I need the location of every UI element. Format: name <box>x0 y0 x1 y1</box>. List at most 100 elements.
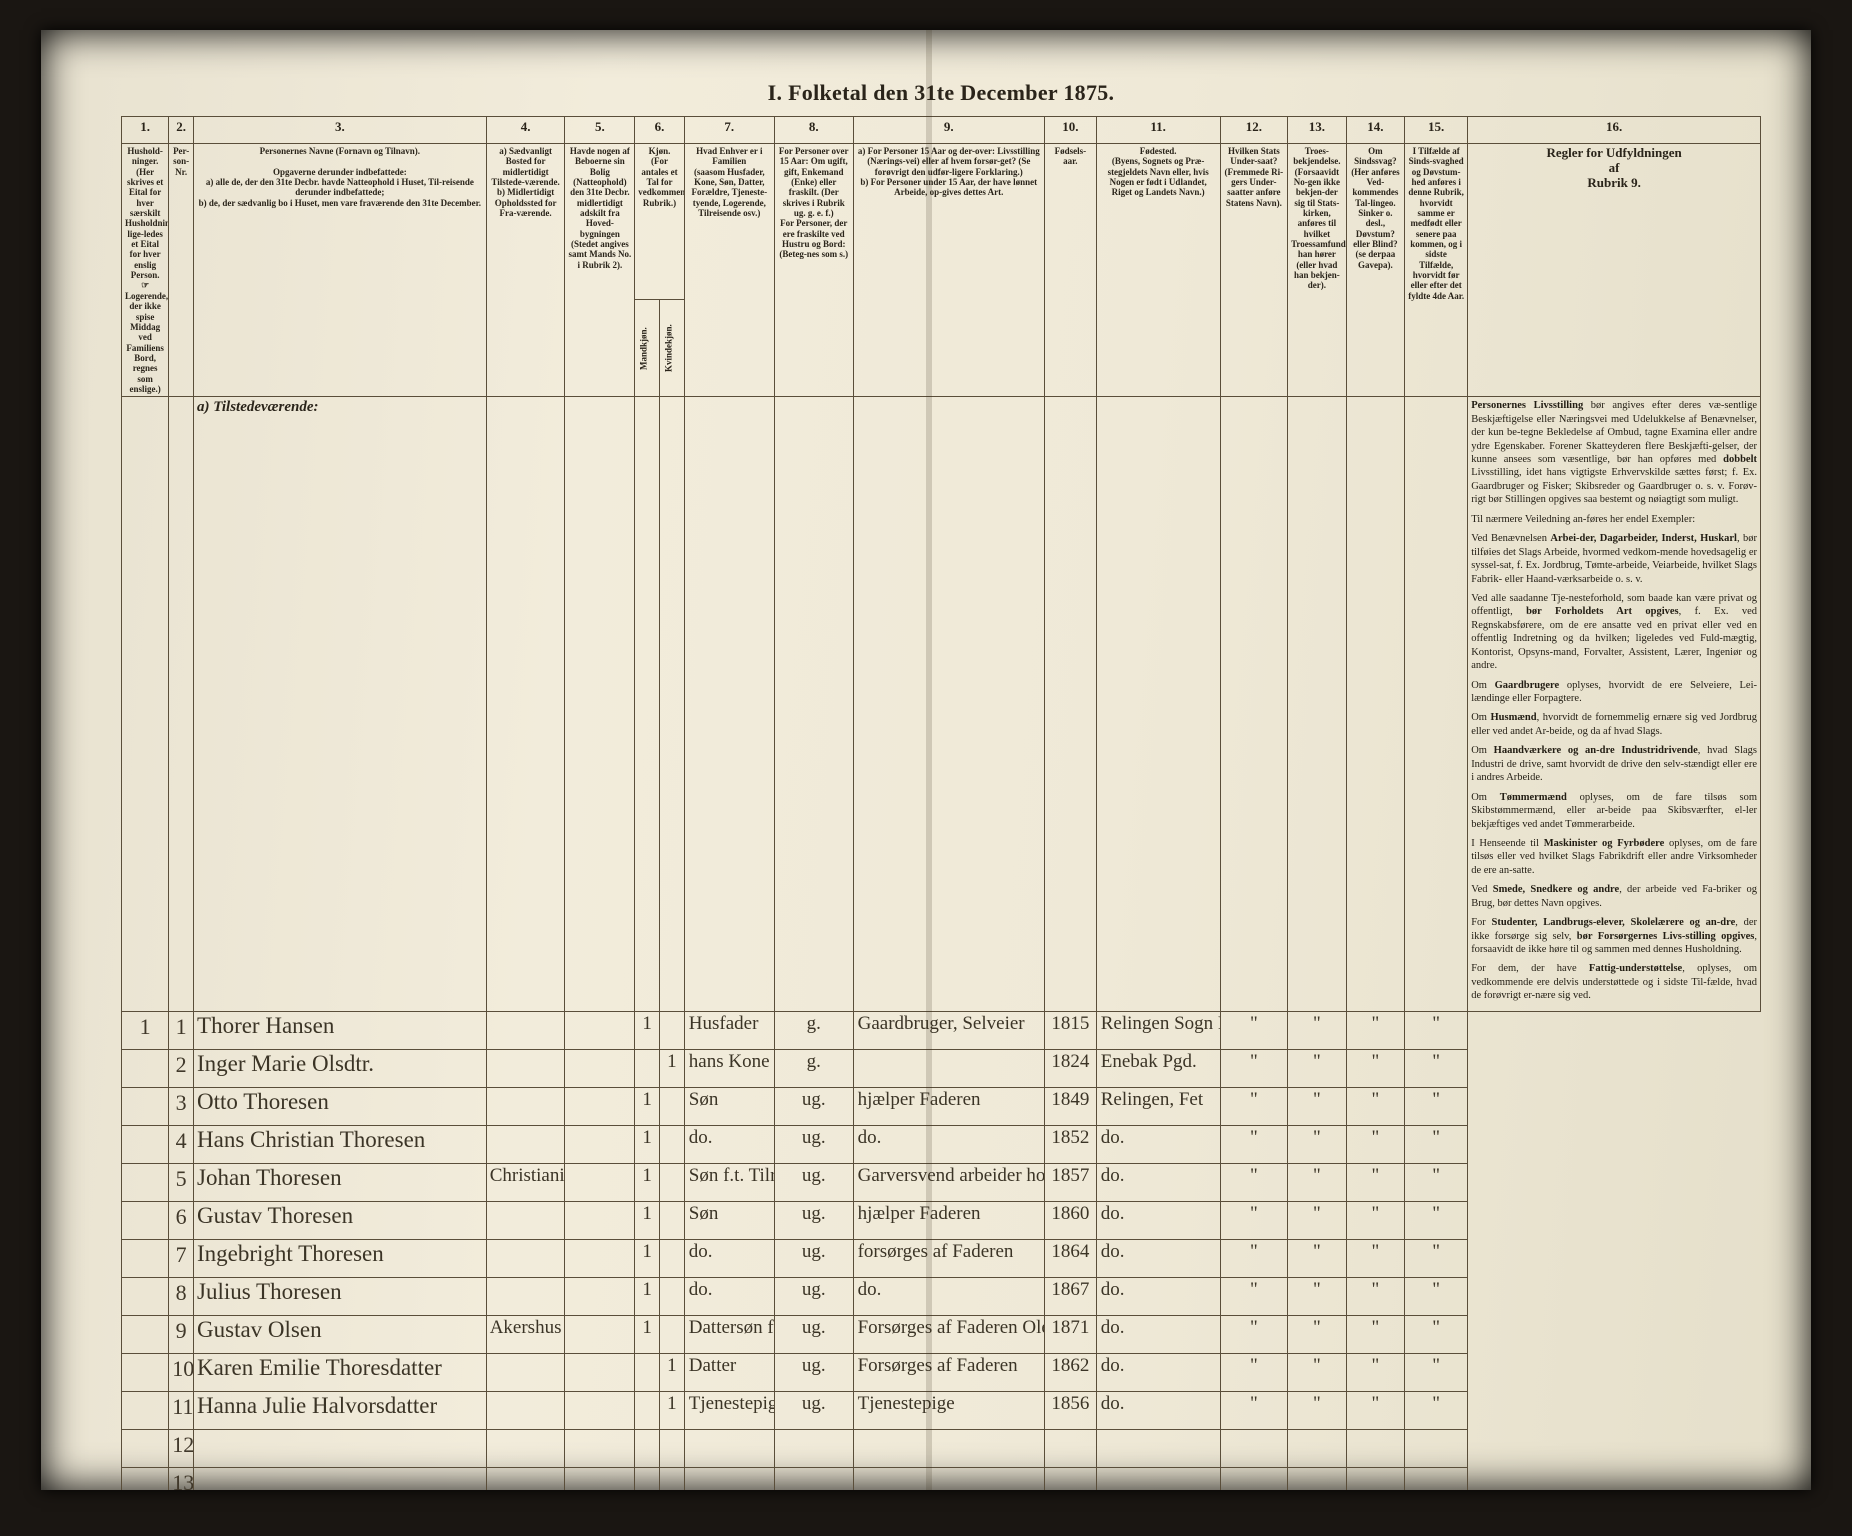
page-title: I. Folketal den 31te December 1875. <box>121 80 1761 106</box>
cell-13: " <box>1288 1201 1347 1239</box>
birth-year: 1857 <box>1044 1163 1096 1201</box>
usual-residence <box>486 1087 565 1125</box>
colnum-7: 7. <box>684 117 774 144</box>
cell-13: " <box>1288 1391 1347 1429</box>
data-rows-a: 11Thorer Hansen1Husfaderg.Gaardbruger, S… <box>122 1011 1761 1429</box>
head-3: Personernes Navne (Fornavn og Tilnavn).O… <box>194 144 487 397</box>
birth-place: do. <box>1096 1125 1220 1163</box>
census-table: 1. 2. 3. 4. 5. 6. 7. 8. 9. 10. 11. 12. 1… <box>121 116 1761 1490</box>
usual-residence <box>486 1353 565 1391</box>
colnum-15: 15. <box>1405 117 1468 144</box>
instruction-paragraph: Ved alle saadanne Tje-nesteforhold, som … <box>1471 592 1757 673</box>
occupation: Forsørges af Faderen Ole Thoresen <box>853 1315 1044 1353</box>
page-fold-shadow <box>926 30 932 1490</box>
cell-13: " <box>1288 1011 1347 1049</box>
cell-12: " <box>1220 1277 1288 1315</box>
birth-year: 1867 <box>1044 1277 1096 1315</box>
cell-13: " <box>1288 1049 1347 1087</box>
household-num <box>122 1353 169 1391</box>
sex-female: 1 <box>660 1353 685 1391</box>
instruction-paragraph: Om Haandværkere og an-dre Industridriven… <box>1471 744 1757 784</box>
cell-5 <box>565 1087 635 1125</box>
table-row-blank: 12 <box>122 1429 1761 1467</box>
family-position: Dattersøn f. Tilreisende <box>684 1315 774 1353</box>
cell-15: " <box>1405 1315 1468 1353</box>
cell-12: " <box>1220 1087 1288 1125</box>
family-position: Søn <box>684 1087 774 1125</box>
person-num: 10 <box>169 1353 194 1391</box>
head-6: Kjøn.(For antales et Tal for vedkommende… <box>635 144 685 300</box>
birth-year: 1862 <box>1044 1353 1096 1391</box>
instruction-paragraph: Om Tømmermænd oplyses, om de fare tilsøs… <box>1471 791 1757 831</box>
birth-year: 1852 <box>1044 1125 1096 1163</box>
cell-15: " <box>1405 1201 1468 1239</box>
colnum-16: 16. <box>1468 117 1761 144</box>
usual-residence <box>486 1201 565 1239</box>
instruction-paragraph: Om Gaardbrugere oplyses, hvorvidt de ere… <box>1471 679 1757 706</box>
head-6a: Mandkjøn. <box>635 300 660 397</box>
sex-male <box>635 1049 660 1087</box>
sex-female <box>660 1239 685 1277</box>
colnum-14: 14. <box>1346 117 1405 144</box>
head-10: Fødsels-aar. <box>1044 144 1096 397</box>
marital-status: ug. <box>774 1391 853 1429</box>
family-position: Tjenestepige <box>684 1391 774 1429</box>
person-num: 2 <box>169 1049 194 1087</box>
household-num <box>122 1125 169 1163</box>
cell-12: " <box>1220 1163 1288 1201</box>
household-num <box>122 1239 169 1277</box>
birth-place: Relingen Sogn Fet <box>1096 1011 1220 1049</box>
sex-female <box>660 1011 685 1049</box>
cell-12: " <box>1220 1011 1288 1049</box>
sex-male: 1 <box>635 1239 660 1277</box>
table-row: 4Hans Christian Thoresen1do.ug.do.1852do… <box>122 1125 1761 1163</box>
head-16: Regler for UdfyldningenafRubrik 9. <box>1468 144 1761 397</box>
table-row: 6Gustav Thoresen1Sønug.hjælper Faderen18… <box>122 1201 1761 1239</box>
person-num: 12 <box>169 1429 194 1467</box>
occupation: hjælper Faderen <box>853 1087 1044 1125</box>
usual-residence <box>486 1049 565 1087</box>
cell-12: " <box>1220 1049 1288 1087</box>
head-15: I Tilfælde af Sinds-svaghed og Døvstum-h… <box>1405 144 1468 397</box>
cell-14: " <box>1346 1277 1405 1315</box>
family-position: do. <box>684 1239 774 1277</box>
head-11: Fødested.(Byens, Sognets og Præ-stegjeld… <box>1096 144 1220 397</box>
cell-15: " <box>1405 1353 1468 1391</box>
person-num: 7 <box>169 1239 194 1277</box>
cell-14: " <box>1346 1087 1405 1125</box>
cell-14: " <box>1346 1011 1405 1049</box>
table-row: 11Hanna Julie Halvorsdatter1Tjenestepige… <box>122 1391 1761 1429</box>
household-num: 1 <box>122 1011 169 1049</box>
cell-14: " <box>1346 1391 1405 1429</box>
person-name: Inger Marie Olsdtr. <box>194 1049 487 1087</box>
birth-place: Enebak Pgd. <box>1096 1049 1220 1087</box>
person-name: Ingebright Thoresen <box>194 1239 487 1277</box>
family-position: do. <box>684 1125 774 1163</box>
birth-year: 1824 <box>1044 1049 1096 1087</box>
table-row: 8Julius Thoresen1do.ug.do.1867do."""" <box>122 1277 1761 1315</box>
person-num: 1 <box>169 1011 194 1049</box>
census-page: I. Folketal den 31te December 1875. 1. 2… <box>41 30 1811 1490</box>
usual-residence <box>486 1391 565 1429</box>
birth-year: 1860 <box>1044 1201 1096 1239</box>
cell-12: " <box>1220 1201 1288 1239</box>
usual-residence <box>486 1011 565 1049</box>
instructions-cell: Personernes Livsstilling bør angives eft… <box>1468 397 1761 1012</box>
person-name: Otto Thoresen <box>194 1087 487 1125</box>
usual-residence <box>486 1277 565 1315</box>
cell-15: " <box>1405 1011 1468 1049</box>
cell-15: " <box>1405 1087 1468 1125</box>
cell-15: " <box>1405 1277 1468 1315</box>
birth-place: do. <box>1096 1239 1220 1277</box>
person-num: 9 <box>169 1315 194 1353</box>
cell-5 <box>565 1163 635 1201</box>
occupation: forsørges af Faderen <box>853 1239 1044 1277</box>
birth-place: do. <box>1096 1391 1220 1429</box>
marital-status: ug. <box>774 1277 853 1315</box>
birth-place: do. <box>1096 1277 1220 1315</box>
section-a-row: a) Tilstedeværende: Personernes Livsstil… <box>122 397 1761 1012</box>
person-name: Gustav Thoresen <box>194 1201 487 1239</box>
sex-male <box>635 1353 660 1391</box>
instruction-paragraph: Om Husmænd, hvorvidt de fornemmelig ernæ… <box>1471 711 1757 738</box>
column-number-row: 1. 2. 3. 4. 5. 6. 7. 8. 9. 10. 11. 12. 1… <box>122 117 1761 144</box>
